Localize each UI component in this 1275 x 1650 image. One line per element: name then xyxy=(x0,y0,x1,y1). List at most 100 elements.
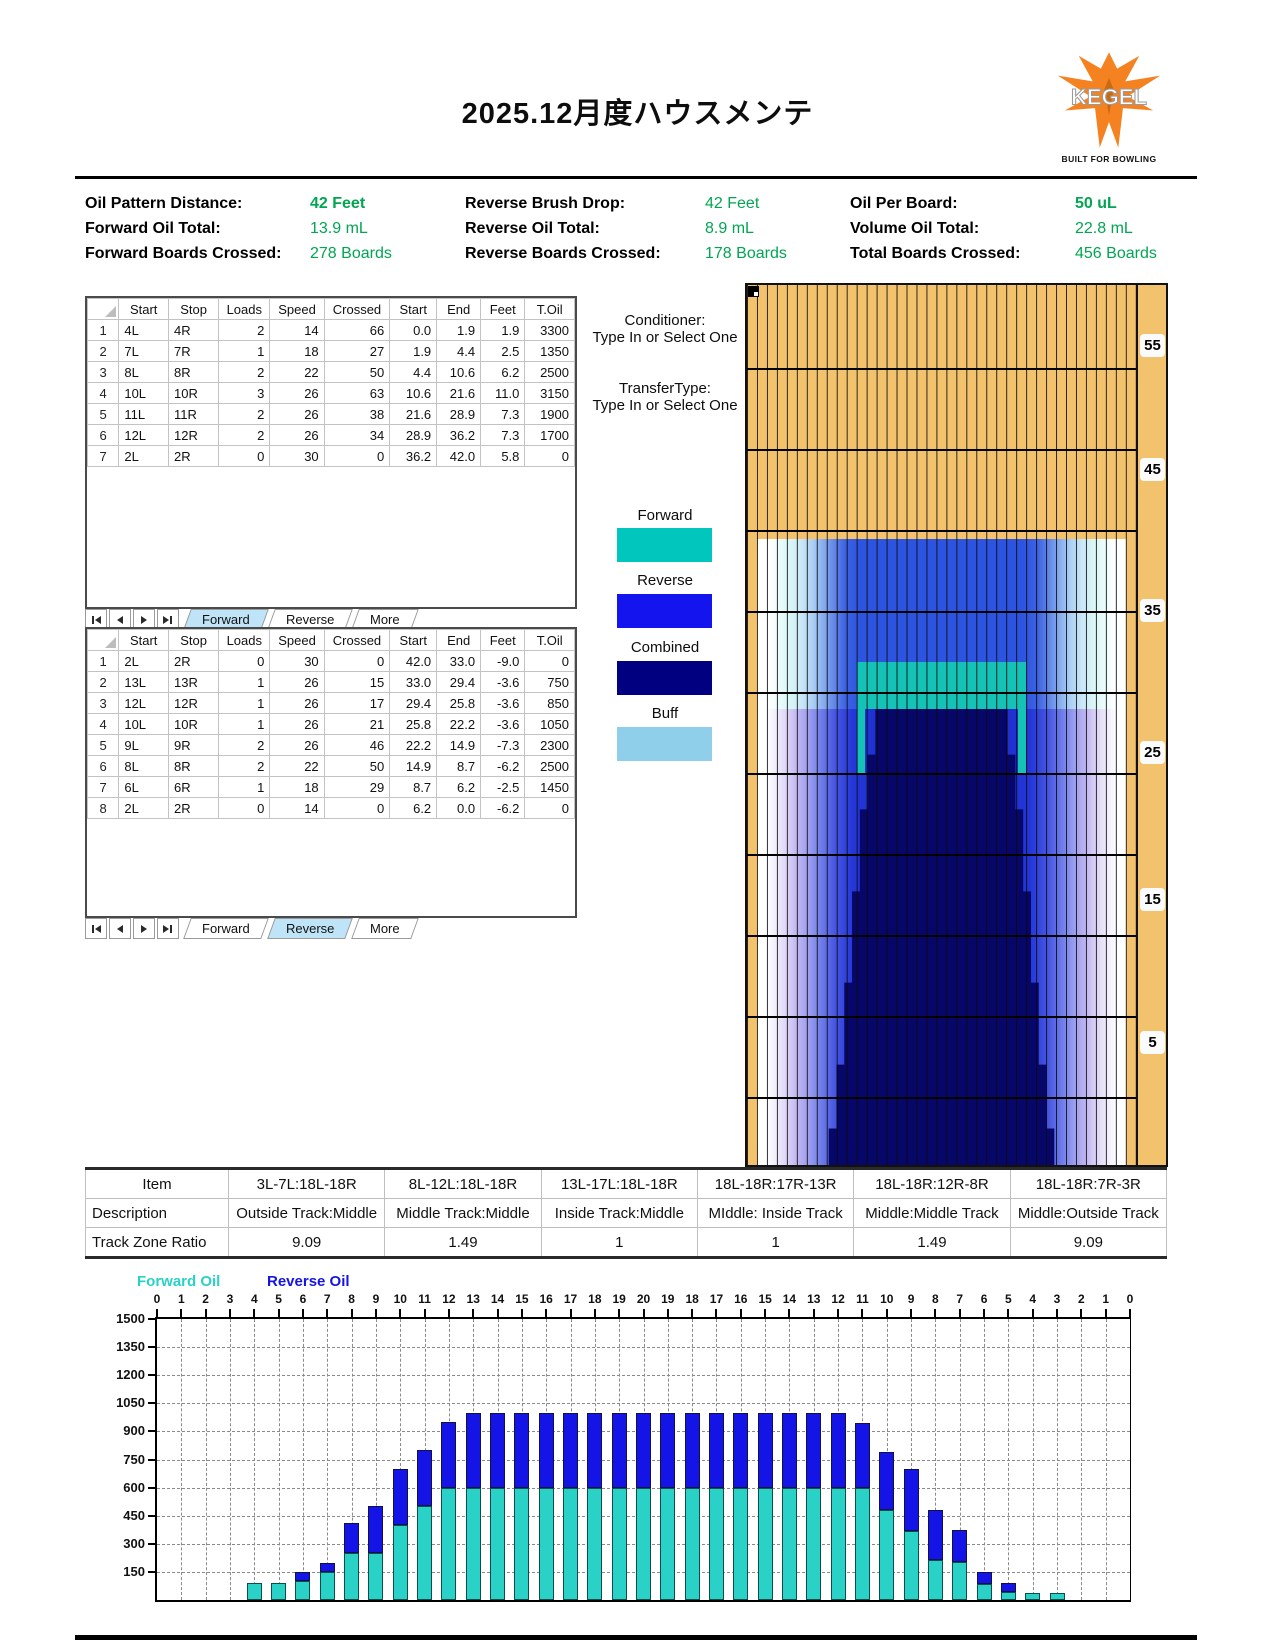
legend-reverse-swatch xyxy=(617,594,712,628)
next-record-button[interactable] xyxy=(133,918,155,939)
tab-forward[interactable]: Forward xyxy=(183,918,269,939)
table-cell: 2500 xyxy=(524,361,575,383)
table-cell: 4L xyxy=(118,319,169,341)
x-tick xyxy=(764,1309,767,1317)
legend-combined-swatch xyxy=(617,661,712,695)
table-cell: 18L-18R:17R-13R xyxy=(696,1168,855,1199)
lane-pattern-view: 55 45 35 25 15 5 xyxy=(745,283,1168,1167)
x-axis-label: 18 xyxy=(685,1292,699,1306)
table-cell: 2300 xyxy=(524,734,575,756)
forward-oil-bar xyxy=(611,1487,627,1600)
distance-line xyxy=(747,1016,1136,1018)
forward-oil-bar xyxy=(538,1487,554,1600)
x-axis-label: 9 xyxy=(372,1292,380,1306)
summary-value: 42 Feet xyxy=(705,194,760,212)
table-cell: 2R xyxy=(167,445,220,467)
y-axis-label: 450 xyxy=(123,1507,145,1523)
last-record-button[interactable] xyxy=(157,918,179,939)
distance-marker: 15 xyxy=(1140,888,1165,911)
table-cell: 4.4 xyxy=(436,340,482,362)
table-cell: 14.9 xyxy=(436,734,482,756)
legend-buff-swatch xyxy=(617,727,712,761)
table-cell: 1450 xyxy=(524,776,575,798)
summary-value: 278 Boards xyxy=(310,244,392,262)
column-header: Stop xyxy=(167,298,220,320)
forward-oil-bar xyxy=(660,1487,676,1600)
row-number: 6 xyxy=(86,755,120,777)
x-axis-label: 10 xyxy=(393,1292,407,1306)
table-cell: 18L-18R:7R-3R xyxy=(1009,1168,1168,1199)
table-cell: 0 xyxy=(524,650,575,672)
x-axis-label: 1 xyxy=(1102,1292,1110,1306)
last-record-button[interactable] xyxy=(157,609,179,630)
table-cell: 0 xyxy=(218,650,271,672)
x-tick xyxy=(520,1309,523,1317)
reverse-oil-bar xyxy=(733,1412,749,1488)
legend-forward-swatch xyxy=(617,528,712,562)
table-cell: 13R xyxy=(167,671,220,693)
table-cell: -3.6 xyxy=(480,671,526,693)
x-axis-label: 3 xyxy=(1053,1292,1061,1306)
first-record-button[interactable] xyxy=(85,918,107,939)
select-all-corner[interactable] xyxy=(86,629,120,651)
transfer-type-value[interactable]: Type In or Select One xyxy=(592,397,738,414)
conditioner-value[interactable]: Type In or Select One xyxy=(592,329,738,346)
select-all-corner[interactable] xyxy=(86,298,120,320)
y-axis-label: 600 xyxy=(123,1479,145,1495)
table-cell: 1 xyxy=(218,776,271,798)
reverse-oil-bar xyxy=(708,1412,724,1488)
column-header: Start xyxy=(118,298,169,320)
table-cell: 7R xyxy=(167,340,220,362)
reverse-oil-bar xyxy=(1000,1583,1016,1592)
y-axis-label: 1200 xyxy=(116,1367,145,1383)
x-tick xyxy=(326,1309,329,1317)
table-cell: 1.49 xyxy=(853,1227,1011,1258)
table-cell: Inside Track:Middle xyxy=(540,1198,698,1228)
x-axis-label: 16 xyxy=(734,1292,748,1306)
table-cell: 66 xyxy=(323,319,391,341)
forward-oil-bar xyxy=(976,1584,992,1600)
x-axis-label: 15 xyxy=(758,1292,772,1306)
x-gridline xyxy=(1057,1319,1059,1600)
x-gridline xyxy=(1081,1319,1083,1600)
table-cell: 21.6 xyxy=(389,403,438,425)
table-cell: 11L xyxy=(118,403,169,425)
reverse-oil-bar xyxy=(684,1412,700,1488)
distance-line xyxy=(747,1097,1136,1099)
table-cell: 50 xyxy=(323,361,391,383)
x-gridline xyxy=(229,1319,231,1600)
table-cell: 7.3 xyxy=(480,424,526,446)
reverse-oil-bar xyxy=(830,1412,846,1488)
table-cell: 33.0 xyxy=(436,650,482,672)
distance-marker: 5 xyxy=(1140,1031,1165,1054)
selection-handle-icon[interactable] xyxy=(748,286,759,297)
tab-more[interactable]: More xyxy=(351,918,419,939)
table-cell: 2R xyxy=(167,650,220,672)
board-lines xyxy=(747,285,1136,1165)
x-gridline xyxy=(1105,1319,1107,1600)
tab-reverse[interactable]: Reverse xyxy=(266,918,353,939)
table-cell: 2500 xyxy=(524,755,575,777)
table-cell: Item xyxy=(85,1168,229,1199)
table-cell: -3.6 xyxy=(480,692,526,714)
table-cell: 22.2 xyxy=(389,734,438,756)
x-tick xyxy=(1080,1309,1083,1317)
x-axis-label: 5 xyxy=(275,1292,282,1306)
summary-label: Volume Oil Total: xyxy=(850,219,980,237)
table-cell: 25.8 xyxy=(389,713,438,735)
table-cell: 26 xyxy=(269,403,325,425)
table-cell: 42.0 xyxy=(389,650,438,672)
table-cell: -9.0 xyxy=(480,650,526,672)
x-axis-label: 0 xyxy=(1126,1292,1134,1306)
table-cell: 3L-7L:18L-18R xyxy=(227,1168,386,1199)
prev-record-button[interactable] xyxy=(109,918,131,939)
table-cell: 22.2 xyxy=(436,713,482,735)
y-axis-label: 300 xyxy=(123,1535,145,1551)
reverse-oil-bar xyxy=(903,1468,919,1531)
summary-label: Oil Per Board: xyxy=(850,194,958,212)
summary-value: 42 Feet xyxy=(310,194,366,212)
x-axis-label: 0 xyxy=(153,1292,161,1306)
x-axis-label: 19 xyxy=(612,1292,626,1306)
table-cell: 14 xyxy=(269,797,325,819)
table-cell: 29 xyxy=(323,776,391,798)
